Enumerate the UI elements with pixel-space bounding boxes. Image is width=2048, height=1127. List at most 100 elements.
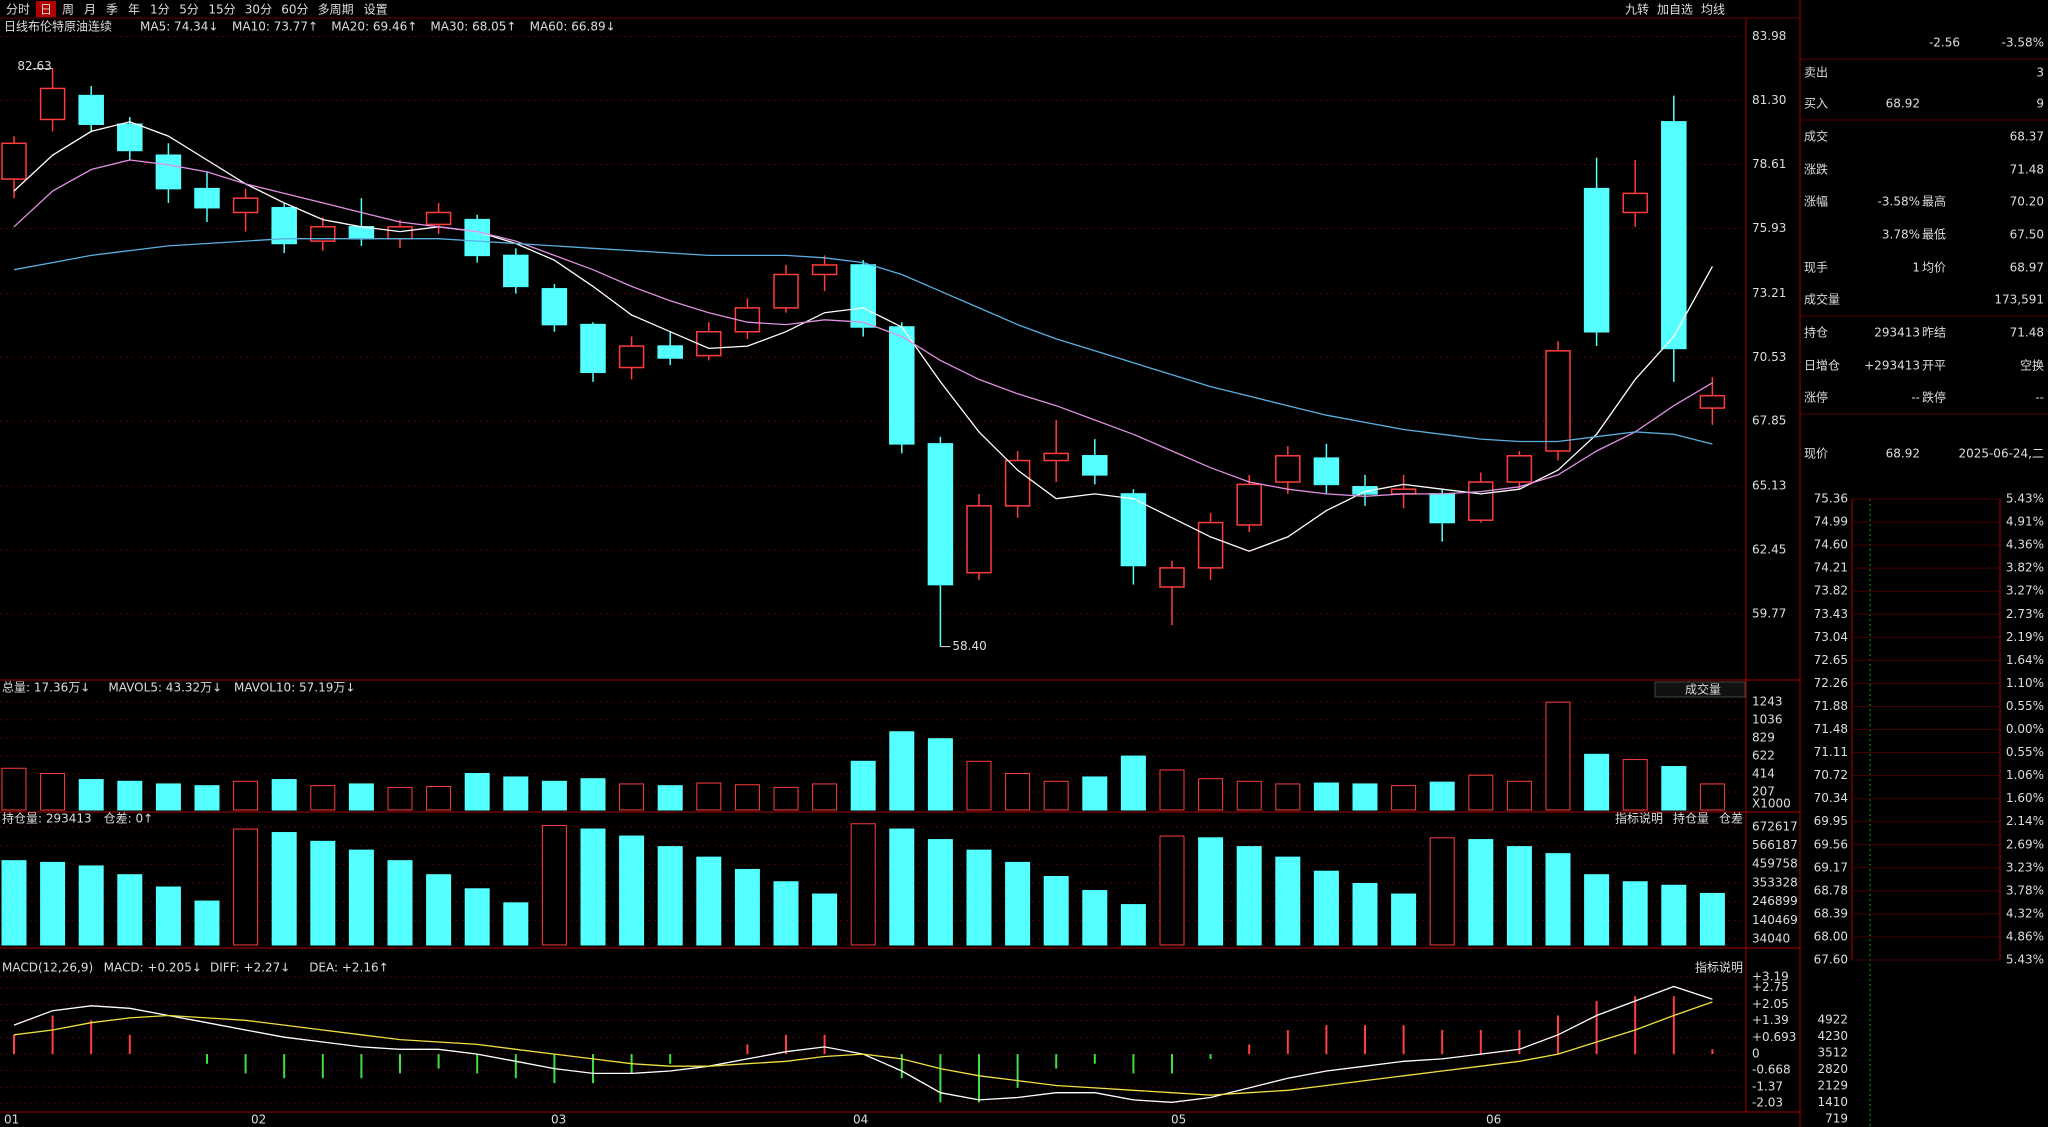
- quote-cell: 68.92: [1886, 97, 1920, 111]
- tab[interactable]: 60分: [281, 3, 308, 17]
- indicator-button[interactable]: 持仓量: [1673, 811, 1709, 826]
- volume-bar: [348, 783, 374, 811]
- indicator-label: MA10: 73.77↑: [232, 20, 318, 34]
- quote-cell: 涨跌: [1804, 162, 1828, 177]
- oi-bar: [966, 849, 992, 946]
- quote-cell: 成交: [1804, 129, 1828, 144]
- tab[interactable]: 1分: [150, 3, 170, 17]
- intraday-volume-tick: 719: [1825, 1112, 1848, 1126]
- oi-bar: [233, 828, 259, 946]
- indicator-label: MAVOL5: 43.32万↓: [108, 681, 222, 695]
- oi-bar: [696, 856, 722, 946]
- volume-bar: [1198, 778, 1224, 811]
- candle-body: [1468, 481, 1494, 521]
- toolbar-button[interactable]: 九转: [1625, 2, 1649, 17]
- indicator-label: MA20: 69.46↑: [331, 20, 417, 34]
- quote-cell: 最低: [1922, 228, 1946, 242]
- tab[interactable]: 年: [128, 3, 140, 17]
- quote-cell: 67.50: [2010, 228, 2044, 242]
- volume-bar: [1506, 780, 1532, 811]
- quote-cell: 1: [1912, 261, 1920, 275]
- intraday-pct-tick: 3.23%: [2006, 860, 2044, 874]
- oi-bar: [1082, 890, 1108, 946]
- indicator-label: MACD: +0.205↓: [104, 961, 202, 975]
- intraday-pct-tick: 4.91%: [2006, 515, 2044, 529]
- volume-bar: [426, 786, 452, 811]
- tab[interactable]: 日: [40, 3, 52, 17]
- quote-cell: 现手: [1804, 261, 1828, 275]
- oi-bar: [580, 828, 606, 946]
- y-tick-label: 459758: [1752, 857, 1798, 871]
- candle-body: [1159, 567, 1185, 588]
- quote-cell: 2025-06-24,二: [1958, 447, 2044, 461]
- volume-bar: [1159, 769, 1185, 811]
- oi-bar: [1120, 904, 1146, 946]
- y-tick-label: +0.693: [1752, 1030, 1796, 1044]
- indicator-button[interactable]: 指标说明: [1695, 960, 1743, 975]
- volume-bar: [889, 731, 915, 811]
- volume-bar: [1236, 780, 1262, 811]
- x-tick-label: 03: [551, 1113, 566, 1127]
- oi-bar: [1352, 883, 1378, 946]
- candle-body: [966, 505, 992, 574]
- oi-bar: [194, 900, 220, 946]
- y-tick-label: 140469: [1752, 913, 1798, 927]
- y-tick-label: 62.45: [1752, 543, 1786, 557]
- oi-bar: [1545, 853, 1571, 946]
- intraday-price-tick: 71.88: [1814, 699, 1848, 713]
- intraday-pct-tick: 1.06%: [2006, 768, 2044, 782]
- y-tick-label: 1243: [1752, 694, 1783, 708]
- tab[interactable]: 多周期: [318, 3, 354, 17]
- tab[interactable]: 月: [84, 3, 96, 17]
- tab[interactable]: 30分: [245, 3, 272, 17]
- indicator-button[interactable]: 仓差: [1719, 812, 1743, 826]
- unit-label: X1000: [1752, 797, 1791, 811]
- candle-body: [1390, 488, 1417, 495]
- volume-bar: [464, 772, 490, 811]
- indicator-button[interactable]: 指标说明: [1615, 811, 1663, 826]
- candle-body: [310, 226, 336, 242]
- tab[interactable]: 季: [106, 3, 118, 17]
- intraday-price-tick: 69.17: [1814, 860, 1848, 874]
- y-tick-label: 622: [1752, 748, 1775, 762]
- y-tick-label: 81.30: [1752, 93, 1786, 107]
- intraday-pct-tick: 3.78%: [2006, 883, 2044, 897]
- toolbar-button[interactable]: 加自选: [1657, 3, 1693, 17]
- intraday-pct-tick: 2.73%: [2006, 607, 2044, 621]
- tab[interactable]: 15分: [208, 3, 235, 17]
- y-tick-label: 566187: [1752, 838, 1798, 852]
- y-tick-label: 829: [1752, 730, 1775, 744]
- quote-cell: -2.56: [1929, 36, 1960, 50]
- toolbar-button[interactable]: 均线: [1701, 3, 1725, 17]
- volume-bar: [1468, 774, 1494, 811]
- intraday-price-tick: 69.95: [1814, 814, 1848, 828]
- oi-bar: [1236, 846, 1262, 946]
- intraday-volume-tick: 4922: [1817, 1013, 1848, 1027]
- quote-cell: 日增仓: [1804, 359, 1840, 373]
- oi-bar: [1391, 893, 1417, 946]
- tab[interactable]: 分时: [6, 3, 30, 17]
- intraday-price-tick: 74.21: [1814, 561, 1848, 575]
- quote-cell: 68.92: [1886, 447, 1920, 461]
- volume-bar: [850, 760, 876, 811]
- intraday-price-tick: 74.60: [1814, 538, 1848, 552]
- oi-bar: [78, 865, 104, 946]
- selector-box[interactable]: [1654, 681, 1746, 698]
- selector[interactable]: 成交量: [1685, 682, 1721, 697]
- oi-bar: [426, 874, 452, 946]
- intraday-pct-tick: 1.64%: [2006, 653, 2044, 667]
- candle-body: [194, 187, 220, 209]
- quote-cell: 71.48: [2010, 326, 2044, 340]
- quote-cell: 9: [2036, 97, 2044, 111]
- intraday-pct-tick: 1.10%: [2006, 676, 2044, 690]
- y-tick-label: 67.85: [1752, 414, 1786, 428]
- intraday-pct-tick: 2.14%: [2006, 814, 2044, 828]
- indicator-label: DIFF: +2.27↓: [210, 961, 290, 975]
- tab[interactable]: 5分: [179, 3, 199, 17]
- candle-body: [889, 326, 915, 445]
- oi-bar: [734, 868, 760, 946]
- tab[interactable]: 周: [62, 3, 74, 17]
- tab[interactable]: 设置: [364, 3, 388, 17]
- candle-body: [541, 288, 568, 326]
- quote-cell: 68.37: [2010, 130, 2044, 144]
